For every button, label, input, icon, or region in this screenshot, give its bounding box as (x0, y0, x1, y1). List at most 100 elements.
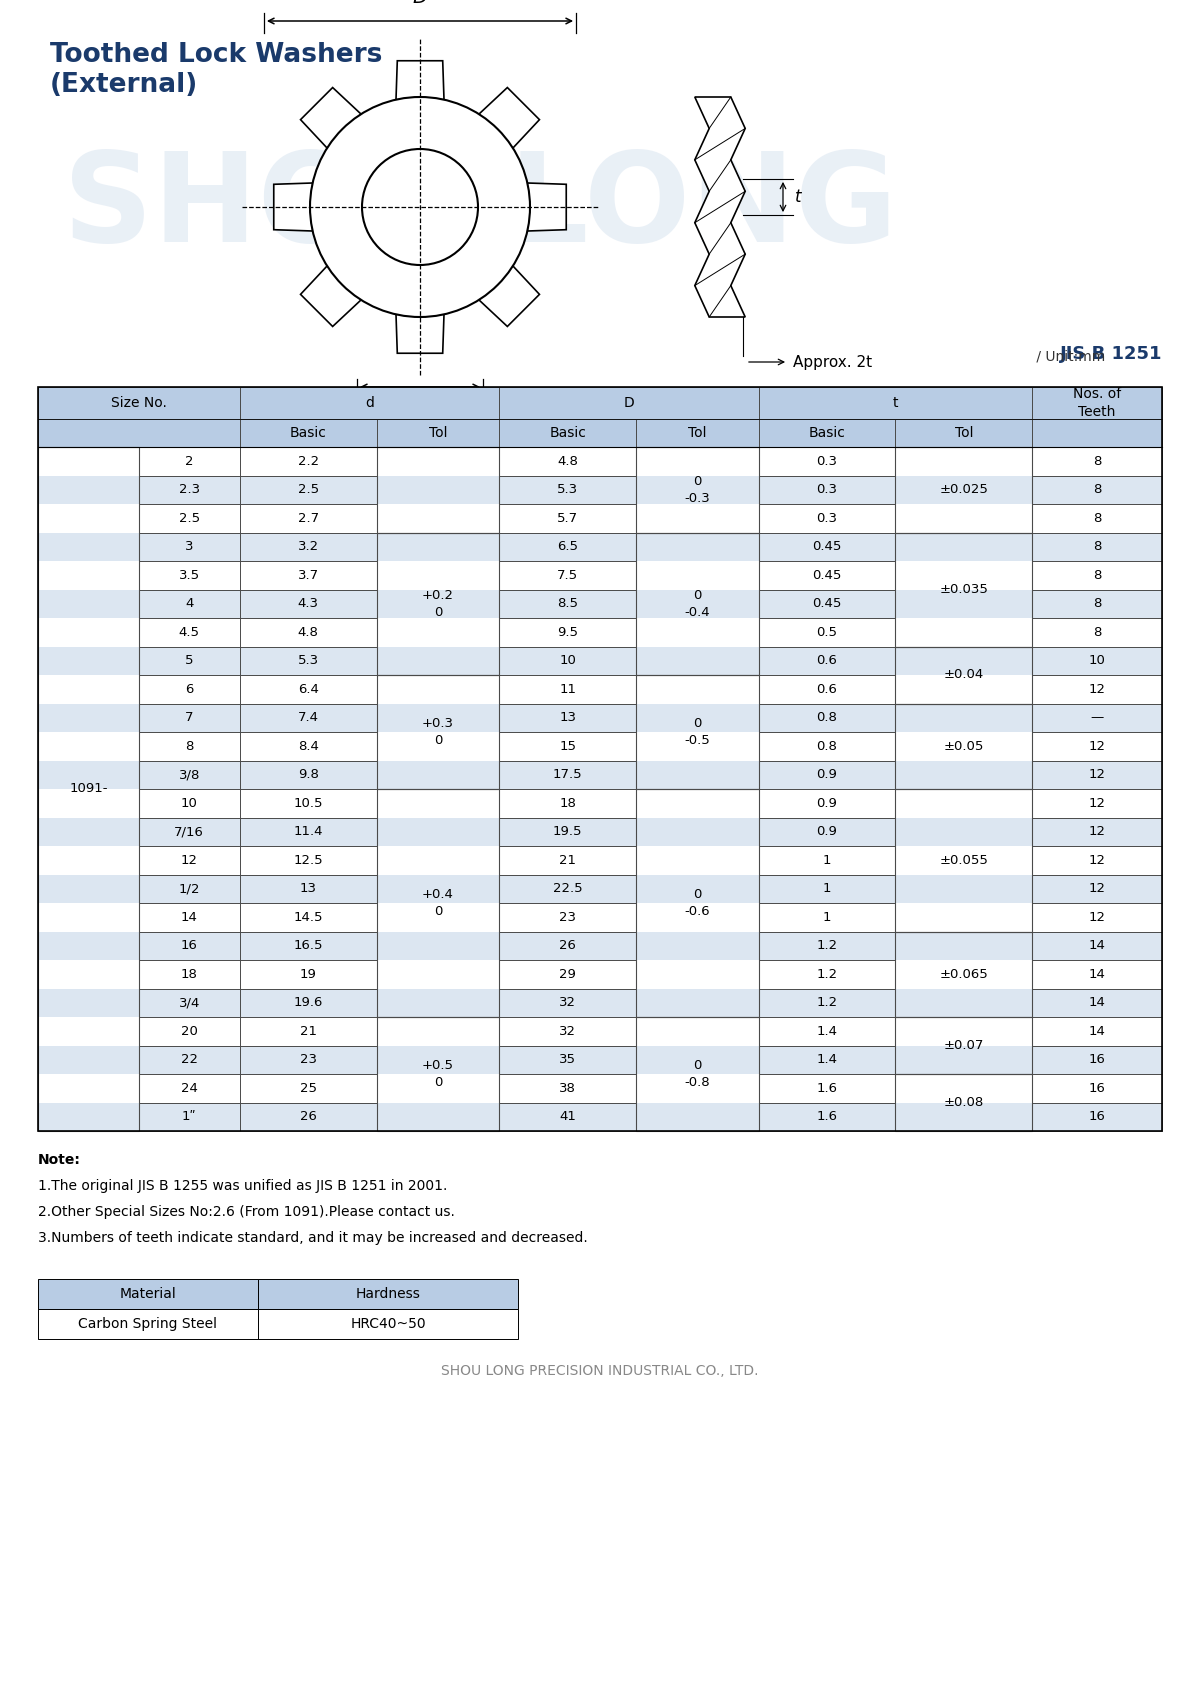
Bar (139, 731, 240, 760)
Bar (895, 1045, 1032, 1074)
Bar (377, 419, 499, 446)
Text: 2.7: 2.7 (298, 512, 319, 524)
Bar (38, 903, 1162, 932)
Text: 1: 1 (823, 882, 832, 896)
Bar (499, 789, 636, 818)
Bar (499, 847, 636, 874)
Bar (377, 446, 499, 475)
Text: Nos. of
Teeth: Nos. of Teeth (1073, 387, 1121, 419)
Text: 5.7: 5.7 (557, 512, 578, 524)
Bar (240, 988, 377, 1017)
Text: 3/4: 3/4 (179, 996, 200, 1010)
Text: 21: 21 (300, 1025, 317, 1039)
Bar (240, 1045, 377, 1074)
Text: 1.2: 1.2 (816, 938, 838, 952)
Bar (895, 874, 1032, 903)
Bar (38, 988, 139, 1017)
Bar (240, 961, 377, 988)
Bar (38, 1045, 139, 1074)
Bar (636, 818, 758, 847)
Text: 5.3: 5.3 (298, 655, 319, 667)
Bar (38, 789, 139, 818)
Text: 1: 1 (823, 854, 832, 867)
Text: 0.45: 0.45 (812, 568, 841, 582)
Bar (895, 618, 1032, 647)
Bar (758, 589, 895, 618)
Text: 29: 29 (559, 967, 576, 981)
Bar (38, 1074, 139, 1103)
Text: 2.3: 2.3 (179, 484, 200, 496)
Bar (377, 760, 499, 789)
Bar (240, 387, 499, 419)
Bar (377, 675, 499, 704)
Bar (758, 562, 895, 589)
Bar (38, 562, 139, 589)
Bar (377, 847, 499, 874)
Bar (636, 562, 758, 589)
Bar (38, 533, 139, 562)
Bar (38, 618, 1162, 647)
Bar (377, 475, 499, 504)
Bar (895, 932, 1032, 961)
Bar (895, 475, 1032, 504)
Text: ±0.05: ±0.05 (943, 740, 984, 753)
Bar (139, 903, 240, 932)
Text: 4.8: 4.8 (557, 455, 578, 468)
Bar (895, 475, 1032, 504)
Text: d: d (365, 395, 374, 411)
Bar (139, 1103, 240, 1130)
Bar (38, 1017, 1162, 1045)
Bar (377, 562, 499, 589)
Bar (895, 789, 1032, 818)
Text: 16: 16 (1088, 1054, 1105, 1066)
Bar (895, 760, 1032, 789)
Text: 3.2: 3.2 (298, 540, 319, 553)
Text: 3.7: 3.7 (298, 568, 319, 582)
Bar (895, 961, 1032, 988)
Bar (38, 760, 1162, 789)
Bar (636, 847, 758, 874)
Bar (139, 1045, 240, 1074)
Bar (636, 704, 758, 731)
Text: 18: 18 (559, 798, 576, 809)
Bar (895, 731, 1032, 760)
Text: 5.3: 5.3 (557, 484, 578, 496)
Bar (636, 589, 758, 618)
Bar (139, 847, 240, 874)
Bar (1032, 387, 1162, 419)
Text: HRC40~50: HRC40~50 (350, 1317, 426, 1330)
Bar (758, 874, 895, 903)
Bar (758, 760, 895, 789)
Bar (758, 675, 895, 704)
Bar (139, 562, 240, 589)
Bar (1032, 1045, 1162, 1074)
Bar (38, 1308, 258, 1339)
Bar (38, 961, 139, 988)
Bar (139, 1074, 240, 1103)
Bar (38, 589, 1162, 618)
Bar (240, 731, 377, 760)
Bar (1032, 675, 1162, 704)
Bar (895, 704, 1032, 789)
Bar (377, 562, 499, 589)
Bar (38, 1045, 1162, 1074)
Bar (758, 446, 895, 475)
Bar (240, 760, 377, 789)
Bar (139, 475, 240, 504)
Text: Size No.: Size No. (110, 395, 167, 411)
Bar (38, 675, 139, 704)
Bar (139, 961, 240, 988)
Text: d: d (414, 400, 426, 419)
Text: SHOU LONG PRECISION INDUSTRIAL CO., LTD.: SHOU LONG PRECISION INDUSTRIAL CO., LTD. (442, 1364, 758, 1378)
Bar (895, 647, 1032, 675)
Bar (377, 618, 499, 647)
Bar (895, 1103, 1032, 1130)
Bar (1032, 419, 1162, 446)
Bar (377, 1017, 499, 1045)
Bar (499, 1074, 636, 1103)
Bar (1032, 988, 1162, 1017)
Bar (895, 704, 1032, 731)
Text: 16: 16 (181, 938, 198, 952)
Bar (139, 988, 240, 1017)
Text: Tol: Tol (688, 426, 707, 440)
